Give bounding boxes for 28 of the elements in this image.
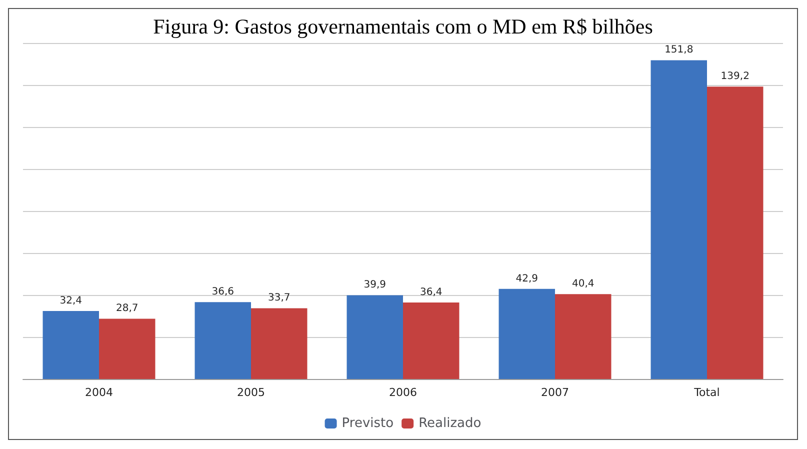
bar [707,86,764,379]
data-label: 39,9 [364,280,386,291]
bar [99,318,156,379]
data-label: 28,7 [116,303,138,314]
data-label: 42,9 [516,273,538,284]
x-tick-label: 2005 [237,386,265,399]
data-label: 40,4 [572,278,594,290]
data-label: 139,2 [720,71,750,82]
legend-label: Realizado [418,416,482,431]
bar [555,294,612,379]
legend-label: Previsto [342,416,394,431]
data-label: 33,7 [268,292,290,304]
x-tick-label: 2007 [541,386,569,399]
x-tick-label: 2006 [389,386,417,399]
bar [650,60,707,379]
bar [498,288,555,379]
bar [42,310,99,379]
data-label: 36,6 [212,286,234,298]
chart-title: Figura 9: Gastos governamentais com o MD em R$ bilhões [153,14,653,38]
bar [346,295,403,379]
x-tick-label: Total [693,386,720,399]
bar [403,302,460,379]
bar [251,308,308,379]
x-tick-label: 2004 [85,386,113,399]
data-label: 32,4 [60,295,82,306]
data-label: 36,4 [420,287,442,298]
data-label: 151,8 [664,44,694,56]
bar [194,302,251,379]
